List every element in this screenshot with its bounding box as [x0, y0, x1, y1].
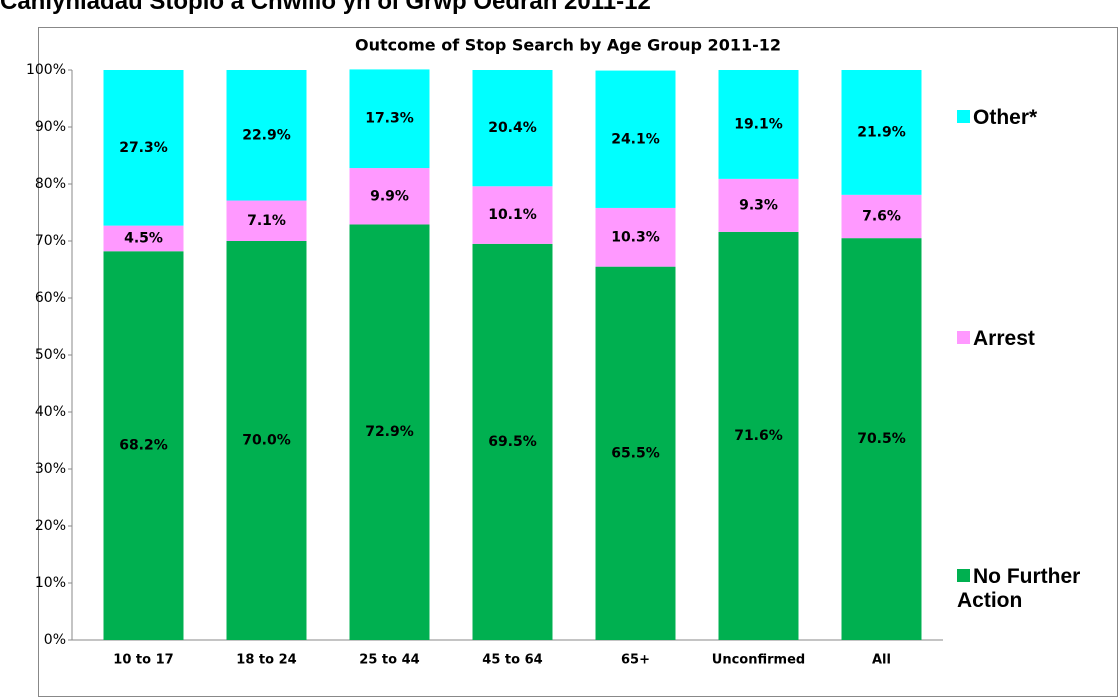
x-tick-label: All: [872, 653, 891, 668]
y-tick-label: 70%: [35, 233, 66, 249]
data-label: 65.5%: [611, 445, 660, 461]
legend-swatch: [957, 110, 970, 123]
y-tick-label: 40%: [35, 404, 66, 420]
data-label: 27.3%: [119, 140, 168, 156]
x-tick-label: 65+: [621, 653, 650, 668]
chart-border: [38, 27, 1118, 697]
data-label: 4.5%: [124, 230, 163, 246]
legend-swatch: [957, 569, 970, 582]
data-label: 24.1%: [611, 131, 660, 147]
data-label: 20.4%: [488, 120, 537, 136]
legend-item: Other*: [957, 106, 1117, 130]
y-tick-label: 80%: [35, 176, 66, 192]
bar-segment: [595, 266, 676, 640]
bar-segment: [595, 207, 676, 267]
data-label: 21.9%: [857, 124, 906, 140]
bar-segment: [349, 69, 430, 169]
bar-segment: [841, 238, 922, 640]
data-label: 9.9%: [370, 188, 409, 204]
bar-segment: [103, 70, 184, 226]
y-tick-label: 10%: [35, 575, 66, 591]
legend-label: Other*: [973, 106, 1038, 129]
data-label: 10.1%: [488, 207, 537, 223]
data-label: 70.5%: [857, 431, 906, 447]
bar-segment: [103, 251, 184, 640]
bar-segment: [472, 70, 553, 187]
bar-segment: [349, 224, 430, 640]
x-tick-label: 45 to 64: [482, 653, 542, 668]
data-label: 68.2%: [119, 438, 168, 454]
data-label: 17.3%: [365, 111, 414, 127]
data-label: 9.3%: [739, 197, 778, 213]
x-tick-label: Unconfirmed: [712, 653, 805, 668]
legend-swatch: [957, 331, 970, 344]
chart-title: Outcome of Stop Search by Age Group 2011…: [355, 36, 781, 55]
bar-segment: [841, 70, 922, 195]
y-tick-label: 20%: [35, 518, 66, 534]
bar-segment: [841, 194, 922, 239]
legend-label: No Further Action: [957, 565, 1081, 612]
data-label: 10.3%: [611, 229, 660, 245]
bar-segment: [226, 70, 307, 201]
legend-item: Arrest: [957, 327, 1117, 351]
bar-segment: [349, 168, 430, 225]
data-label: 72.9%: [365, 424, 414, 440]
y-tick-label: 50%: [35, 347, 66, 363]
y-tick-label: 100%: [26, 62, 66, 78]
bar-segment: [595, 70, 676, 208]
bar-segment: [103, 225, 184, 252]
y-tick-label: 30%: [35, 461, 66, 477]
x-tick-label: 18 to 24: [236, 653, 296, 668]
bar-segment: [472, 186, 553, 244]
bar-segment: [472, 243, 553, 640]
bar-segment: [226, 200, 307, 241]
bar-segment: [226, 241, 307, 640]
x-tick-label: 10 to 17: [113, 653, 173, 668]
y-tick-label: 90%: [35, 119, 66, 135]
y-tick-label: 0%: [44, 632, 66, 648]
bar-segment: [718, 231, 799, 640]
page-title: Canlyniadau Stopio a Chwilio yn ôl Grŵp …: [0, 0, 651, 15]
x-tick-label: 25 to 44: [359, 653, 419, 668]
data-label: 7.6%: [862, 208, 901, 224]
bar-segment: [718, 178, 799, 232]
data-label: 71.6%: [734, 428, 783, 444]
legend-item: No Further Action: [957, 565, 1117, 613]
data-label: 7.1%: [247, 213, 286, 229]
data-label: 70.0%: [242, 433, 291, 449]
data-label: 69.5%: [488, 434, 537, 450]
data-label: 22.9%: [242, 127, 291, 143]
data-label: 19.1%: [734, 116, 783, 132]
y-tick-label: 60%: [35, 290, 66, 306]
legend-label: Arrest: [973, 327, 1035, 350]
bar-segment: [718, 70, 799, 179]
